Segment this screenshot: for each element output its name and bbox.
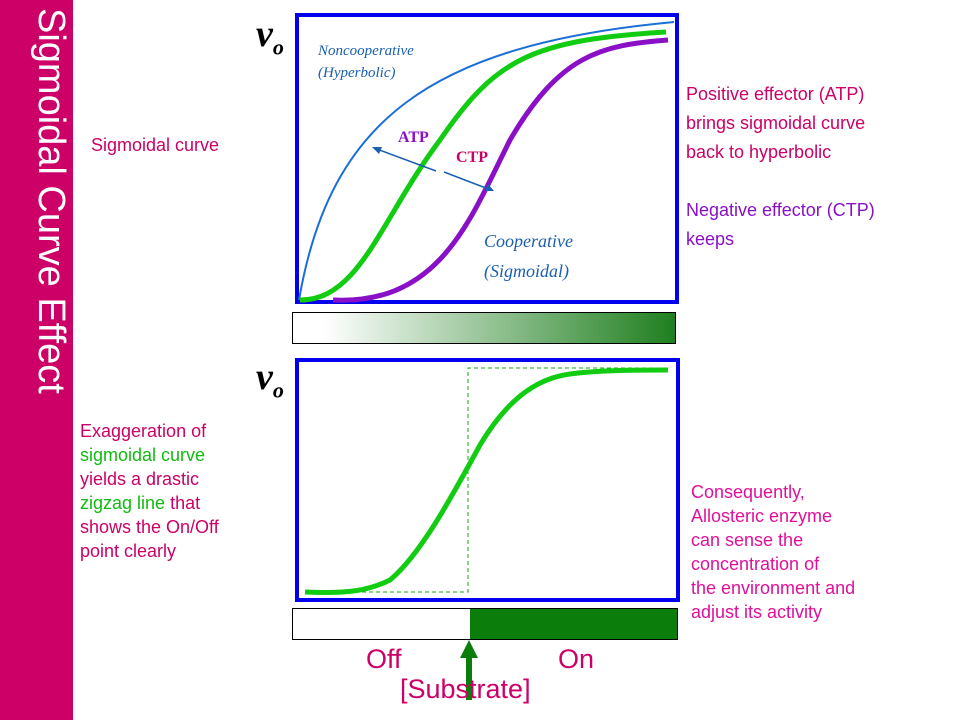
cooperative-label: Cooperative (Sigmoidal) xyxy=(484,231,573,281)
top-plot-frame xyxy=(295,13,679,304)
ctp-arrowhead-icon xyxy=(485,184,494,191)
up-arrow-icon xyxy=(460,640,478,658)
atp-label: ATP xyxy=(398,129,429,146)
on-off-bar xyxy=(292,608,678,640)
on-label: On xyxy=(558,644,595,674)
top-y-axis-label: vo xyxy=(256,13,284,60)
sigmoidal-curve-text: Sigmoidal curve xyxy=(91,135,220,155)
bottom-plot-frame xyxy=(295,358,680,602)
exaggeration-text: Exaggeration of sigmoidal curve yields a… xyxy=(80,421,219,561)
noncooperative-label: Noncooperative (Hyperbolic) xyxy=(318,43,414,81)
up-arrow-shaft xyxy=(466,658,472,700)
activity-gradient-bar xyxy=(292,312,676,344)
sigmoidal-curve xyxy=(299,29,667,303)
ctp-label: CTP xyxy=(456,149,488,166)
hyperbolic-curve xyxy=(298,21,675,301)
negative-effector-text: Negative effector (CTP) keeps xyxy=(686,200,875,249)
off-label: Off xyxy=(366,644,402,674)
bottom-sigmoidal-curve xyxy=(304,367,669,595)
step-dashed-line xyxy=(355,367,668,593)
atp-arrowhead-icon xyxy=(372,147,382,154)
sidebar: Sigmoidal Curve Effect xyxy=(0,0,73,720)
bottom-y-axis-label: vo xyxy=(256,356,284,403)
ctp-curve xyxy=(332,37,669,303)
on-segment xyxy=(470,609,677,639)
ctp-arrow xyxy=(443,171,492,191)
atp-arrow xyxy=(373,147,437,172)
substrate-axis-label: [Substrate] xyxy=(400,674,531,704)
consequently-text: Consequently, Allosteric enzyme can sens… xyxy=(691,482,856,622)
positive-effector-text: Positive effector (ATP) brings sigmoidal… xyxy=(686,84,866,162)
